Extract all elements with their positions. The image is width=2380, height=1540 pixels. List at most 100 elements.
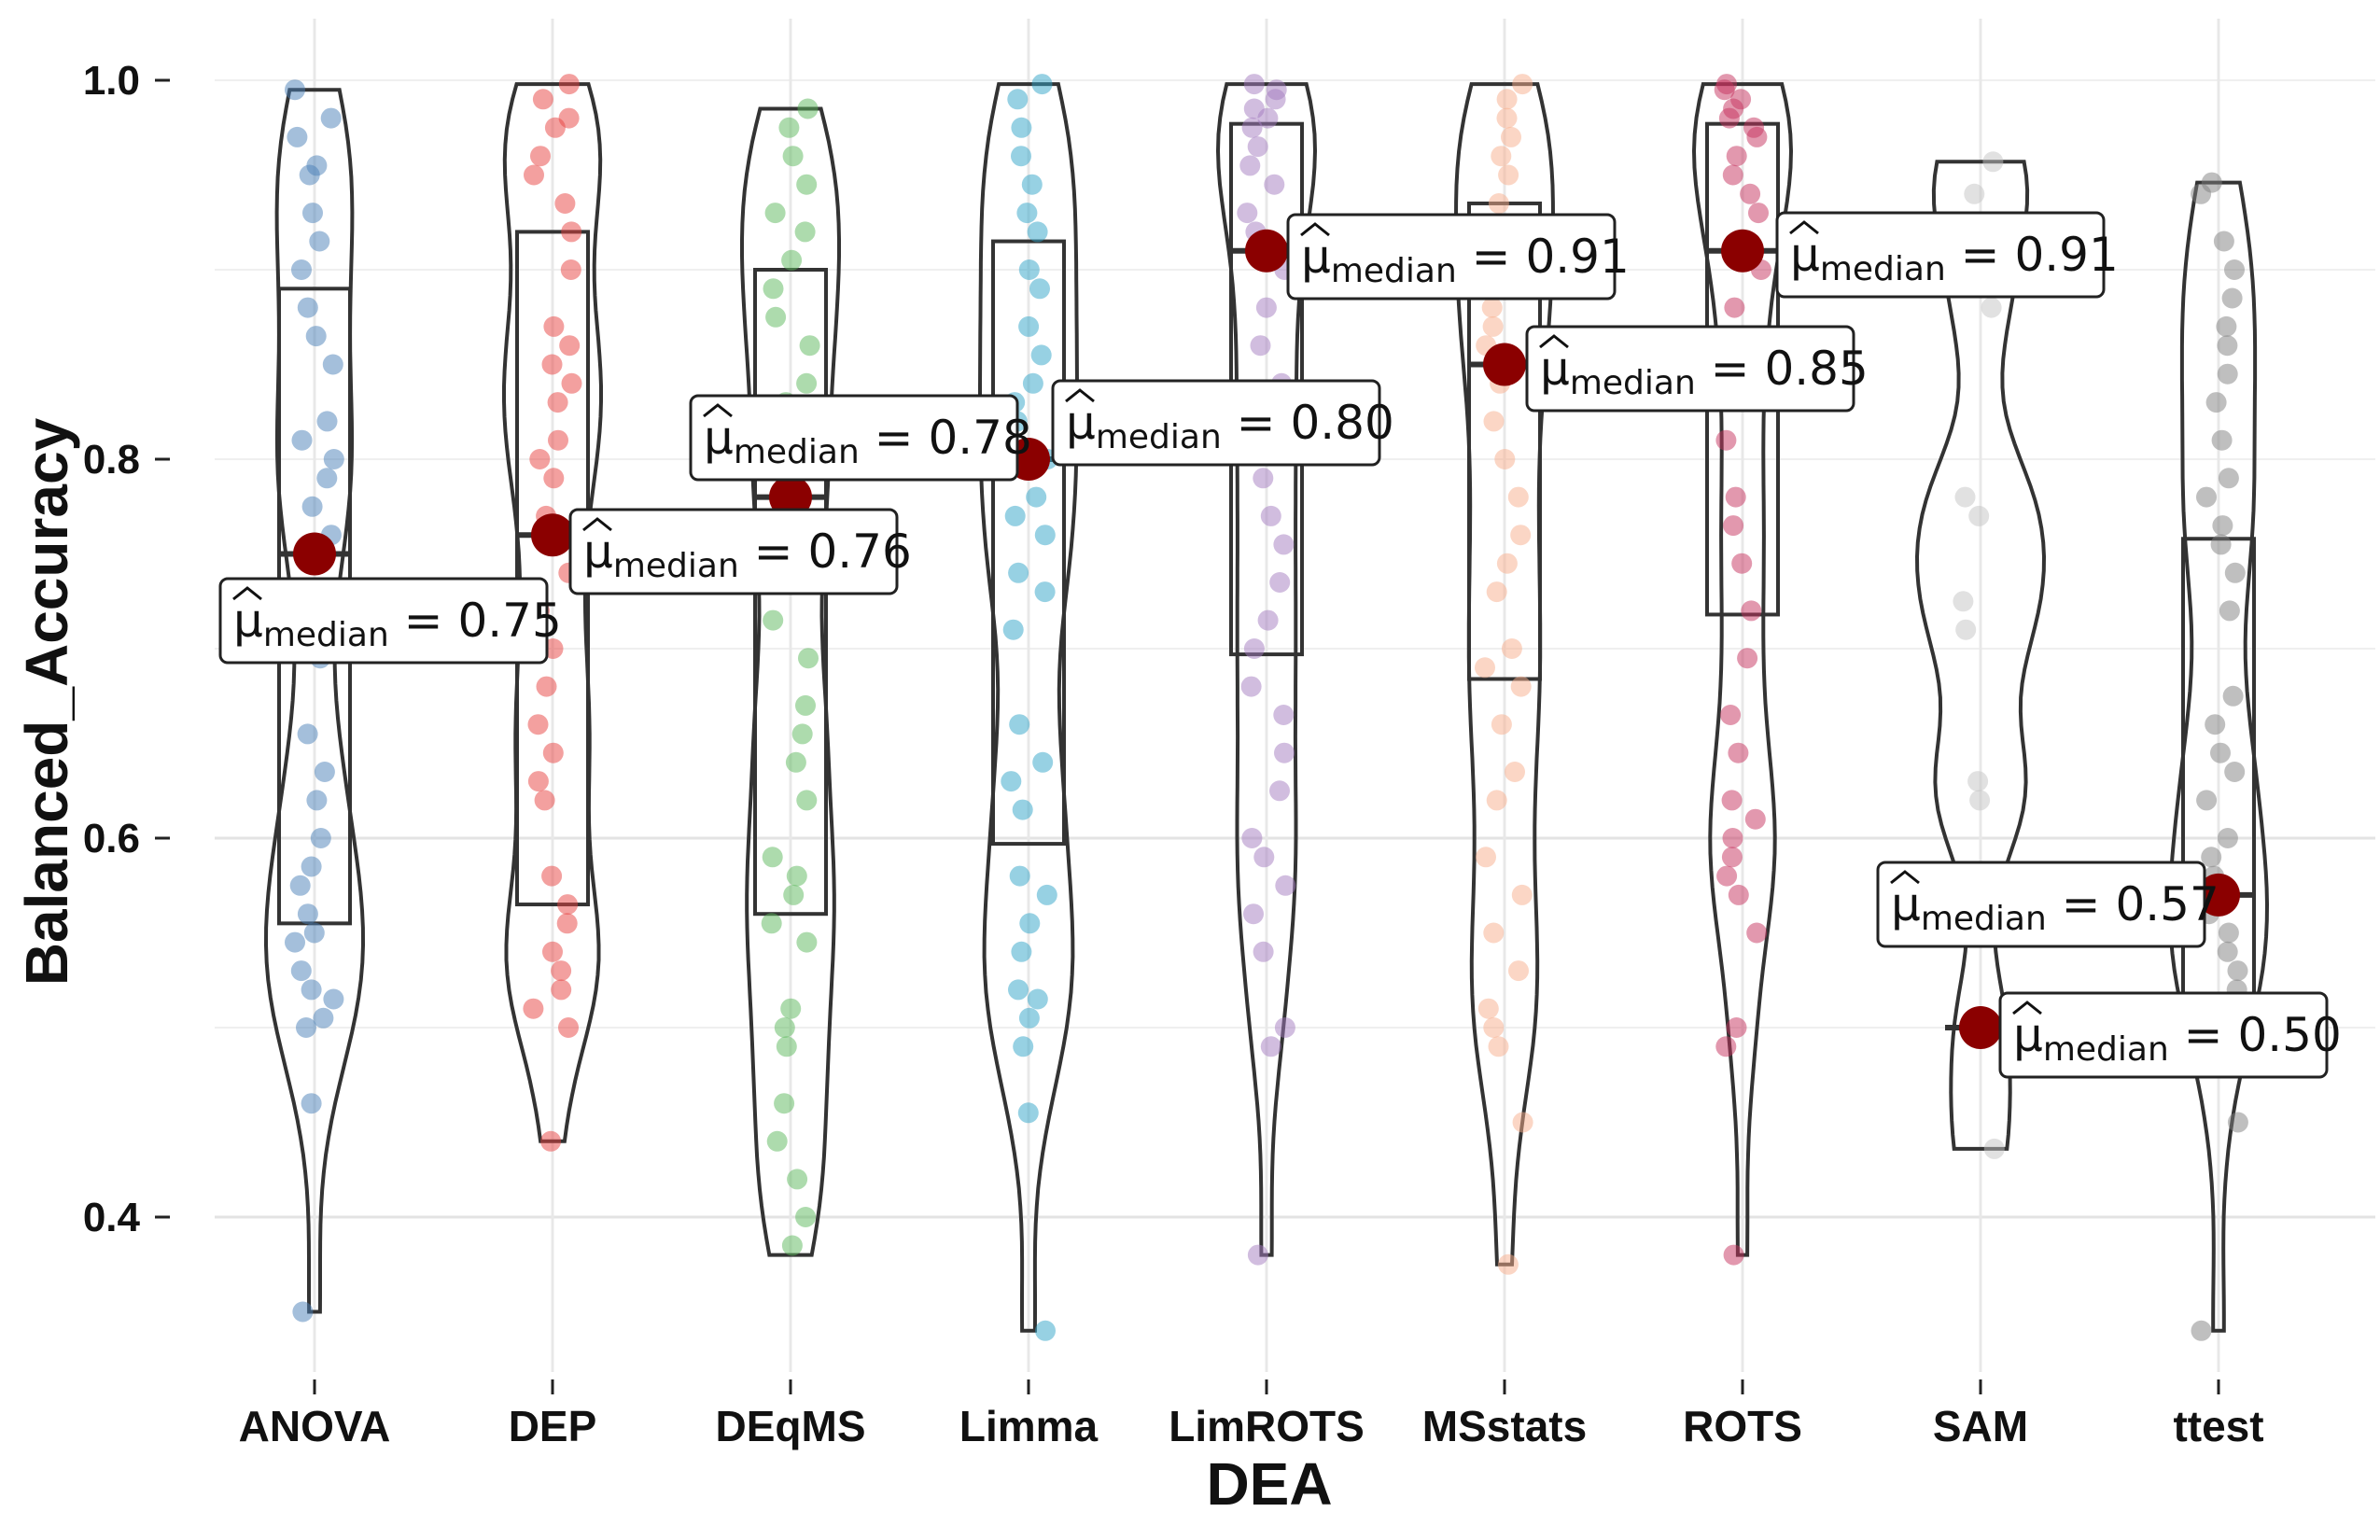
data-point bbox=[1720, 705, 1742, 725]
data-point bbox=[547, 392, 568, 413]
data-point bbox=[2222, 685, 2244, 707]
data-point bbox=[306, 790, 328, 811]
data-point bbox=[774, 1093, 795, 1114]
x-tick-label: ROTS bbox=[1683, 1402, 1802, 1450]
data-point bbox=[796, 931, 818, 953]
data-point bbox=[1274, 1017, 1295, 1038]
data-point bbox=[314, 762, 335, 782]
hat-icon bbox=[2012, 1001, 2042, 1015]
data-point bbox=[561, 372, 582, 394]
data-point bbox=[1508, 960, 1529, 982]
data-point bbox=[1257, 609, 1279, 631]
data-point bbox=[1498, 164, 1519, 186]
data-point bbox=[1031, 74, 1053, 95]
data-point bbox=[762, 847, 783, 868]
data-point bbox=[2217, 363, 2238, 385]
data-point bbox=[1273, 705, 1295, 725]
label-box bbox=[568, 508, 899, 595]
data-point bbox=[797, 98, 819, 119]
data-point bbox=[1260, 505, 1281, 526]
data-point bbox=[1481, 297, 1503, 318]
data-point bbox=[305, 326, 327, 347]
data-point bbox=[1486, 790, 1507, 811]
data-point bbox=[1728, 884, 1749, 905]
data-point bbox=[1004, 505, 1026, 526]
mu-symbol: μ bbox=[583, 525, 613, 579]
data-point bbox=[795, 694, 816, 716]
data-point bbox=[2196, 790, 2218, 811]
median-value: = 0.75 bbox=[389, 594, 562, 648]
data-point bbox=[1017, 1102, 1039, 1124]
data-point bbox=[524, 164, 544, 186]
data-point bbox=[1011, 146, 1031, 167]
data-point bbox=[2196, 486, 2217, 508]
data-point bbox=[1741, 600, 1762, 622]
data-point bbox=[523, 998, 544, 1019]
data-point bbox=[2217, 828, 2238, 848]
data-point bbox=[544, 117, 566, 138]
violin-limma bbox=[978, 82, 1079, 1333]
data-point bbox=[296, 1017, 316, 1038]
data-point bbox=[310, 828, 331, 848]
data-point bbox=[285, 79, 305, 101]
data-point bbox=[778, 117, 800, 138]
data-point bbox=[763, 278, 784, 300]
data-point bbox=[316, 411, 338, 432]
data-point bbox=[763, 609, 784, 631]
data-point bbox=[2191, 183, 2212, 204]
y-axis: 0.4 0.6 0.8 1.0 bbox=[83, 58, 170, 1240]
data-point bbox=[542, 941, 563, 962]
data-point bbox=[1273, 534, 1295, 555]
data-point bbox=[1027, 988, 1048, 1010]
data-point bbox=[1482, 315, 1504, 337]
label-box bbox=[689, 394, 1019, 482]
data-point bbox=[766, 1130, 788, 1152]
data-point bbox=[1034, 525, 1056, 546]
data-point bbox=[798, 648, 819, 669]
data-point bbox=[1714, 79, 1735, 101]
data-point bbox=[297, 903, 318, 925]
data-point bbox=[1721, 847, 1743, 868]
data-point bbox=[299, 164, 320, 186]
label-text: μmedian = 0.78 bbox=[704, 411, 1032, 471]
data-point bbox=[556, 913, 578, 934]
data-point bbox=[1715, 429, 1737, 451]
data-point bbox=[761, 913, 782, 934]
label-box bbox=[1775, 211, 2106, 299]
data-point bbox=[1722, 164, 1743, 186]
median-subscript: median bbox=[263, 616, 389, 654]
label-box bbox=[1051, 379, 1381, 467]
data-point bbox=[1505, 762, 1525, 782]
x-tick-label: DEP bbox=[509, 1402, 597, 1450]
data-point bbox=[1255, 297, 1277, 318]
y-tick-label: 1.0 bbox=[83, 58, 140, 104]
data-point bbox=[1722, 828, 1743, 848]
x-tick-label: DEqMS bbox=[716, 1402, 866, 1450]
data-point bbox=[558, 74, 580, 95]
hat-icon bbox=[582, 517, 612, 532]
data-point bbox=[1511, 884, 1533, 905]
data-point bbox=[1476, 847, 1496, 868]
data-point bbox=[543, 315, 565, 337]
data-point bbox=[1008, 562, 1029, 583]
mu-symbol: μ bbox=[233, 594, 263, 648]
data-point bbox=[548, 429, 568, 451]
data-point bbox=[322, 354, 343, 375]
data-point bbox=[1969, 790, 1991, 811]
data-point bbox=[289, 875, 311, 896]
data-point bbox=[1274, 742, 1295, 763]
median-label-msstats: μmedian = 0.85 bbox=[1525, 325, 1869, 413]
data-point bbox=[2205, 392, 2227, 413]
data-point bbox=[1241, 117, 1263, 138]
data-point bbox=[1240, 676, 1262, 697]
data-point bbox=[1012, 799, 1033, 820]
label-box bbox=[1286, 213, 1617, 301]
data-point bbox=[1253, 941, 1274, 962]
data-point bbox=[529, 449, 551, 469]
data-point bbox=[1715, 1036, 1737, 1057]
median-value: = 0.78 bbox=[860, 411, 1032, 465]
hat-icon bbox=[1789, 220, 1819, 235]
data-point bbox=[776, 1036, 797, 1057]
data-point bbox=[786, 865, 807, 887]
